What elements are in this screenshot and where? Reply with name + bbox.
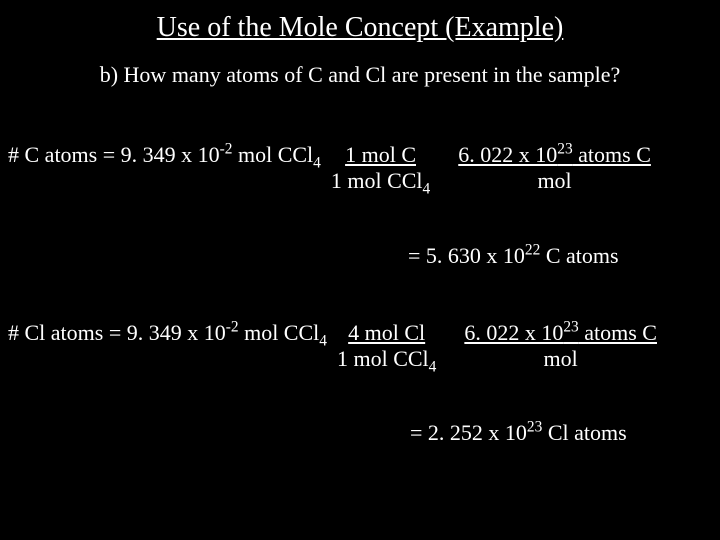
- eq2-frac2-den: mol: [544, 346, 578, 372]
- eq2-fraction-1: 4 mol Cl 1 mol CCl4: [337, 320, 436, 372]
- eq1-frac2-num-a: 6. 022 x 10: [458, 142, 557, 167]
- eq2-frac2-num-exp: 23: [563, 319, 578, 336]
- result2-pre: = 2. 252 x 10: [410, 420, 527, 445]
- eq2-frac2-num: 6. 022 x 1023 atoms C: [464, 320, 657, 346]
- result-cl-atoms: = 2. 252 x 1023 Cl atoms: [410, 420, 627, 446]
- result1-post: C atoms: [540, 243, 618, 268]
- eq2-lhs-exp: -2: [226, 319, 239, 336]
- eq1-frac2-num: 6. 022 x 1023 atoms C: [458, 142, 651, 168]
- result1-pre: = 5. 630 x 10: [408, 243, 525, 268]
- eq2-frac1-num: 4 mol Cl: [348, 320, 425, 346]
- eq2-frac1-den: 1 mol CCl4: [337, 346, 436, 372]
- slide-subtitle: b) How many atoms of C and Cl are presen…: [0, 62, 720, 88]
- eq1-lhs-text: # C atoms = 9. 349 x 10: [8, 142, 220, 167]
- eq1-frac1-den: 1 mol CCl4: [331, 168, 430, 194]
- eq1-frac2-den: mol: [537, 168, 571, 194]
- eq1-frac1-num: 1 mol C: [345, 142, 416, 168]
- eq2-lhs: # Cl atoms = 9. 349 x 10-2 mol CCl4: [8, 320, 327, 346]
- eq1-frac2-num-b: atoms C: [573, 142, 651, 167]
- eq1-fraction-2: 6. 022 x 1023 atoms C mol: [458, 142, 651, 194]
- eq1-lhs: # C atoms = 9. 349 x 10-2 mol CCl4: [8, 142, 321, 168]
- eq2-lhs-sub: 4: [319, 332, 327, 349]
- eq1-frac1-den-sub: 4: [423, 180, 431, 197]
- eq1-lhs-tail: mol CCl: [232, 142, 313, 167]
- eq1-frac2-num-exp: 23: [557, 141, 572, 158]
- eq2-lhs-text: # Cl atoms = 9. 349 x 10: [8, 320, 226, 345]
- eq1-frac1-den-text: 1 mol CCl: [331, 168, 423, 193]
- result-c-atoms: = 5. 630 x 1022 C atoms: [408, 243, 619, 269]
- eq1-lhs-sub: 4: [313, 154, 321, 171]
- equation-cl-atoms: # Cl atoms = 9. 349 x 10-2 mol CCl4 4 mo…: [8, 320, 657, 372]
- eq1-lhs-exp: -2: [220, 141, 233, 158]
- equation-c-atoms: # C atoms = 9. 349 x 10-2 mol CCl4 1 mol…: [8, 142, 651, 194]
- eq1-fraction-1: 1 mol C 1 mol CCl4: [331, 142, 430, 194]
- eq2-frac1-den-sub: 4: [429, 358, 437, 375]
- result2-exp: 23: [527, 419, 542, 436]
- eq2-frac1-den-text: 1 mol CCl: [337, 346, 429, 371]
- eq2-frac2-num-a: 6. 022 x 10: [464, 320, 563, 345]
- eq2-lhs-tail: mol CCl: [239, 320, 320, 345]
- result1-exp: 22: [525, 242, 540, 259]
- eq2-frac2-num-b: atoms C: [579, 320, 657, 345]
- eq2-fraction-2: 6. 022 x 1023 atoms C mol: [464, 320, 657, 372]
- slide-title: Use of the Mole Concept (Example): [0, 0, 720, 44]
- result2-post: Cl atoms: [542, 420, 626, 445]
